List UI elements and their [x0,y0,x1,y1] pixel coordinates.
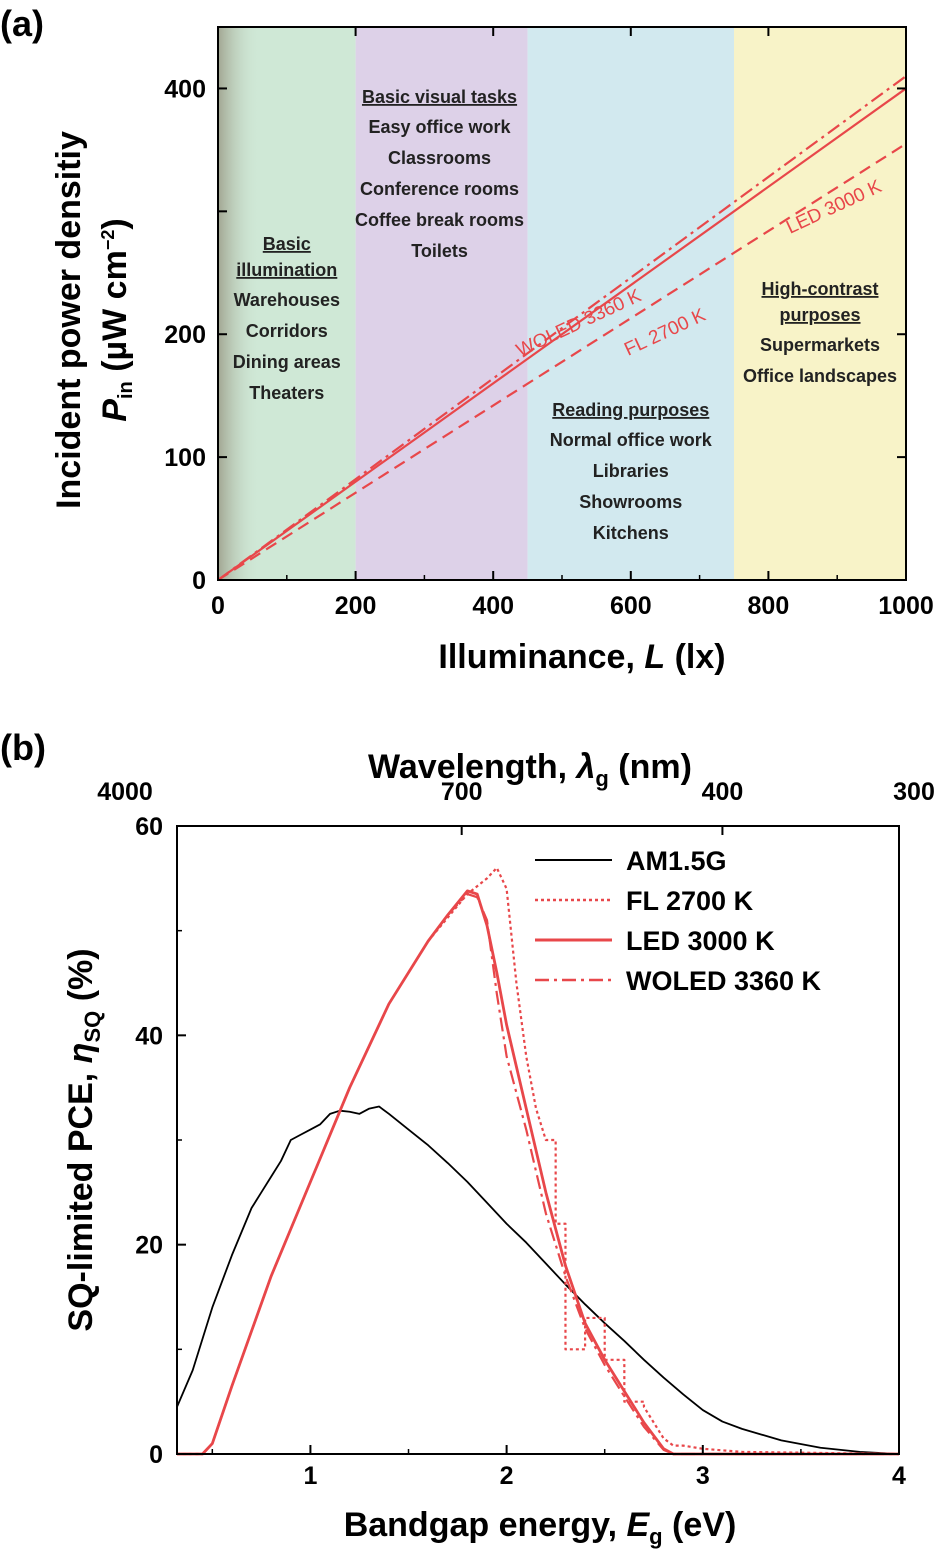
region-band-2 [527,27,734,580]
panel-b-x-tick-label-1: 2 [500,1462,514,1490]
panel-a-label: (a) [0,3,44,44]
region-1-heading-0: Basic visual tasks [362,87,517,107]
panel-b-series-1 [177,866,900,1456]
region-0-item-0: Warehouses [234,290,340,310]
panel-b-top-tick-label-0: 4000 [97,778,153,806]
region-0-item-2: Dining areas [233,352,341,372]
panel-b-legend-label-3: WOLED 3360 K [626,966,822,996]
panel-a-y-axis-title-line1: Incident power densitiy [50,131,88,509]
region-edge-shade [218,27,260,580]
panel-a-x-axis-title: Illuminance, L (lx) [438,638,725,676]
panel-a-series-2 [217,142,907,581]
region-0-heading-1: illumination [236,260,337,280]
region-1-item-1: Classrooms [388,148,491,168]
panel-a-y-tick-label-0: 0 [192,567,206,595]
panel-a-x-tick-label-1: 200 [335,592,377,620]
panel-a-y-tick-label-1: 100 [164,444,206,472]
panel-a-x-tick-label-2: 400 [472,592,514,620]
panel-a-y-tick-label-3: 400 [164,75,206,103]
panel-a-ticks: 0 200 400 600 800 1000 0 100 200 400 [164,27,934,620]
region-2-heading-0: Reading purposes [552,400,709,420]
region-2-item-3: Kitchens [593,523,669,543]
region-3-heading-1: purposes [779,305,860,325]
region-0-heading-0: Basic [263,234,311,254]
region-1-item-0: Easy office work [369,117,512,137]
region-band-3 [734,27,906,580]
panel-b-legend-label-0: AM1.5G [626,846,727,876]
panel-b-label: (b) [0,727,46,768]
panel-a: (a) Basic illumination Warehouses Corridors… [0,3,934,676]
panel-a-regions [218,27,906,580]
panel-a-x-tick-label-0: 0 [211,592,225,620]
panel-b-x-tick-label-2: 3 [696,1462,710,1490]
panel-b-y-tick-label-1: 20 [135,1232,163,1260]
panel-b-x-tick-label-3: 4 [892,1462,906,1490]
panel-b-y-tick-label-3: 60 [135,813,163,841]
region-3-heading-0: High-contrast [762,279,879,299]
region-1-item-2: Conference rooms [360,179,519,199]
region-3-item-0: Supermarkets [760,335,880,355]
region-2-item-0: Normal office work [550,430,713,450]
panel-a-series-1 [217,75,907,581]
panel-a-x-tick-label-5: 1000 [878,592,934,620]
region-0-item-1: Corridors [246,321,328,341]
panel-b-top-axis-title: Wavelength, λg (nm) [368,748,692,791]
region-0-item-3: Theaters [249,383,324,403]
region-1-item-4: Toilets [411,241,468,261]
region-band-1 [355,27,528,580]
region-1-item-3: Coffee break rooms [355,210,524,230]
panel-a-y-axis-title-line2: Pin (µW cm−2) [96,218,137,421]
panel-a-region-text: Basic illumination Warehouses Corridors Dini… [233,87,897,543]
panel-b-y-tick-label-2: 40 [135,1022,163,1050]
panel-b-lines [176,866,900,1456]
panel-a-y-tick-label-2: 200 [164,321,206,349]
panel-b-x-axis-title: Bandgap energy, Eg (eV) [344,1506,737,1549]
panel-b-x-tick-label-0: 1 [303,1462,317,1490]
panel-b-y-axis-title: SQ-limited PCE, ηSQ (%) [62,948,105,1331]
panel-a-x-tick-label-3: 600 [610,592,652,620]
panel-a-x-tick-label-4: 800 [748,592,790,620]
panel-b-frame [176,825,900,1455]
region-2-item-2: Showrooms [579,492,682,512]
panel-b-series-0 [176,1105,900,1455]
panel-b-top-tick-label-3: 300 [893,778,935,806]
region-3-item-1: Office landscapes [743,366,897,386]
panel-b-series-3 [177,892,899,1456]
panel-b-top-tick-label-2: 400 [702,778,744,806]
region-2-item-1: Libraries [593,461,669,481]
panel-b-legend: AM1.5G FL 2700 K LED 3000 K WOLED 3360 K [535,846,822,996]
panel-b-legend-label-2: LED 3000 K [626,926,775,956]
panel-a-series-0 [217,87,907,581]
panel-b-top-tick-label-1: 700 [441,778,483,806]
panel-b-y-tick-label-0: 0 [149,1441,163,1469]
panel-b-legend-label-1: FL 2700 K [626,886,754,916]
panel-a-lines [217,75,907,581]
